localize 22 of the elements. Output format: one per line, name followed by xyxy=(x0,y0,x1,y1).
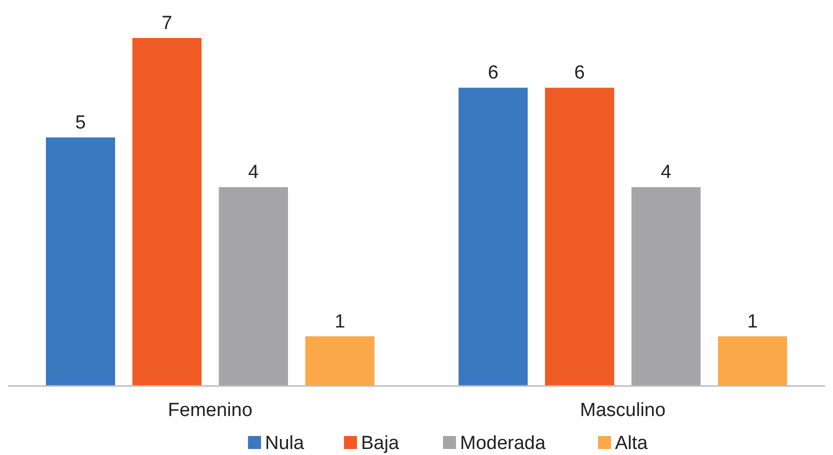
data-label: 5 xyxy=(75,112,86,134)
legend-label: Nula xyxy=(265,433,305,454)
data-label: 1 xyxy=(747,311,758,332)
legend-label: Moderada xyxy=(460,433,546,454)
bar xyxy=(718,336,788,386)
bar xyxy=(305,336,374,386)
data-label: 1 xyxy=(334,311,346,332)
legend-label: Baja xyxy=(361,433,400,454)
bar xyxy=(458,88,528,386)
bar xyxy=(218,187,288,386)
legend-label: Alta xyxy=(615,433,648,454)
x-tick-label: Femenino xyxy=(168,400,252,421)
data-label: 7 xyxy=(162,13,172,34)
bar xyxy=(132,38,202,386)
data-label: 4 xyxy=(660,162,672,184)
data-label: 6 xyxy=(488,62,498,84)
bar xyxy=(631,187,701,386)
data-label: 6 xyxy=(574,62,585,84)
bar xyxy=(545,88,614,386)
data-label: 4 xyxy=(248,162,260,184)
x-tick-label: Masculino xyxy=(580,400,666,421)
bar xyxy=(46,137,116,386)
